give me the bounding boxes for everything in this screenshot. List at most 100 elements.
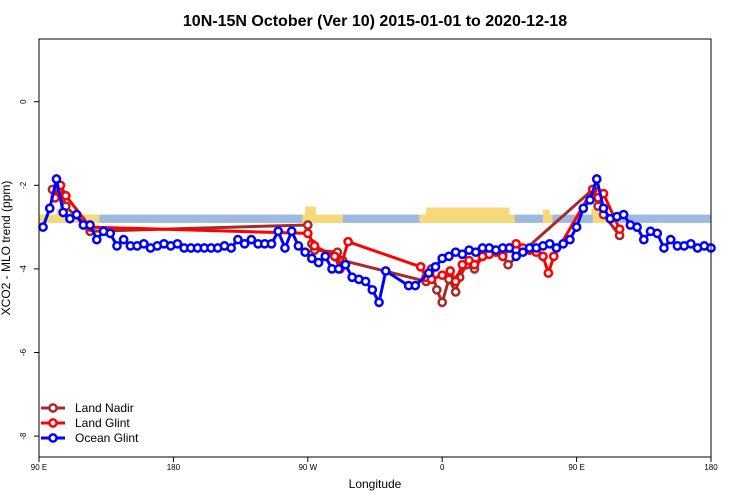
chart-title: 10N-15N October (Ver 10) 2015-01-01 to 2… bbox=[183, 13, 567, 30]
land-patch bbox=[302, 214, 343, 223]
data-point bbox=[112, 241, 122, 251]
data-point bbox=[329, 251, 340, 262]
land-patch bbox=[305, 206, 316, 215]
data-point bbox=[430, 261, 441, 272]
data-point bbox=[511, 238, 521, 249]
data-point bbox=[293, 241, 304, 251]
plot-frame bbox=[38, 38, 712, 458]
data-point bbox=[571, 222, 582, 232]
data-point bbox=[280, 243, 290, 253]
land-patch bbox=[426, 207, 510, 215]
legend-label: Land Nadir bbox=[75, 401, 134, 415]
land-patch bbox=[543, 214, 553, 223]
land-patch bbox=[543, 209, 550, 215]
data-point bbox=[273, 226, 284, 237]
data-point bbox=[71, 209, 82, 220]
data-point bbox=[457, 249, 468, 260]
data-point bbox=[51, 174, 62, 184]
data-point bbox=[659, 243, 669, 253]
data-point bbox=[558, 238, 569, 249]
data-point bbox=[239, 238, 250, 249]
data-point bbox=[44, 203, 55, 214]
data-point bbox=[415, 261, 426, 272]
x-tick-label: 0 bbox=[440, 463, 445, 472]
data-point bbox=[306, 253, 317, 264]
y-axis-label: XCO2 - MLO trend (ppm) bbox=[0, 181, 13, 316]
data-point bbox=[504, 243, 515, 253]
x-tick-label: 90 W bbox=[298, 463, 317, 472]
data-point bbox=[543, 268, 554, 278]
data-point bbox=[138, 238, 149, 249]
y-axis: 0 -2 -4 -6 -8 bbox=[19, 99, 39, 440]
legend-swatch-point bbox=[48, 403, 58, 413]
data-point bbox=[410, 280, 421, 291]
data-point bbox=[445, 266, 456, 276]
data-point bbox=[118, 234, 129, 245]
data-point bbox=[38, 222, 48, 232]
data-point bbox=[65, 213, 75, 224]
data-point bbox=[591, 174, 602, 184]
data-point bbox=[598, 203, 609, 214]
data-point bbox=[91, 234, 102, 245]
data-point bbox=[367, 284, 378, 295]
x-tick-label: 180 bbox=[704, 463, 718, 472]
y-tick-label: -2 bbox=[19, 181, 28, 189]
y-tick-label: -8 bbox=[19, 432, 28, 440]
legend-label: Ocean Glint bbox=[75, 431, 139, 445]
x-axis-label: Longitude bbox=[349, 477, 402, 491]
data-point bbox=[423, 268, 434, 278]
data-point bbox=[538, 251, 548, 262]
data-point bbox=[632, 222, 642, 232]
data-point bbox=[497, 251, 508, 262]
data-point bbox=[343, 236, 353, 247]
x-axis: 90 E 180 90 W 0 90 E 180 bbox=[31, 457, 718, 472]
data-point bbox=[380, 266, 391, 276]
y-tick-label: -6 bbox=[19, 348, 28, 356]
ocean-band bbox=[39, 214, 711, 223]
data-point bbox=[578, 203, 589, 214]
data-point bbox=[340, 259, 351, 270]
legend-item: Land Nadir bbox=[41, 401, 134, 415]
data-point bbox=[618, 209, 629, 220]
data-point bbox=[374, 297, 384, 308]
x-tick-label: 90 E bbox=[31, 463, 47, 472]
data-point bbox=[85, 220, 95, 230]
data-point bbox=[309, 241, 320, 251]
data-point bbox=[61, 190, 71, 201]
data-point bbox=[470, 247, 481, 258]
data-point bbox=[320, 251, 331, 262]
y-tick-label: 0 bbox=[19, 99, 28, 104]
land-patch bbox=[591, 208, 601, 215]
data-point bbox=[652, 228, 663, 239]
data-point bbox=[58, 207, 69, 218]
data-point bbox=[444, 251, 454, 262]
land-patch bbox=[419, 214, 515, 223]
data-point bbox=[300, 247, 310, 258]
data-point bbox=[302, 220, 313, 230]
data-point bbox=[614, 224, 625, 235]
data-point bbox=[105, 228, 116, 239]
legend-swatch-point bbox=[48, 418, 58, 428]
data-point bbox=[437, 270, 448, 281]
legend-swatch-point bbox=[48, 433, 58, 443]
data-point bbox=[266, 238, 277, 249]
data-point bbox=[685, 238, 696, 249]
data-point bbox=[551, 243, 562, 253]
data-point bbox=[333, 264, 344, 274]
data-point bbox=[246, 234, 257, 245]
data-point bbox=[226, 243, 237, 253]
x-tick-label: 180 bbox=[167, 463, 181, 472]
data-point bbox=[172, 238, 183, 249]
data-point bbox=[548, 251, 559, 262]
data-point bbox=[233, 234, 243, 245]
legend-item: Ocean Glint bbox=[41, 431, 139, 445]
data-point bbox=[313, 257, 324, 268]
data-point bbox=[469, 259, 480, 270]
data-point bbox=[638, 234, 649, 245]
data-point bbox=[437, 297, 448, 308]
data-point bbox=[517, 247, 528, 258]
legend-item: Land Glint bbox=[41, 416, 130, 430]
data-point bbox=[544, 238, 555, 249]
